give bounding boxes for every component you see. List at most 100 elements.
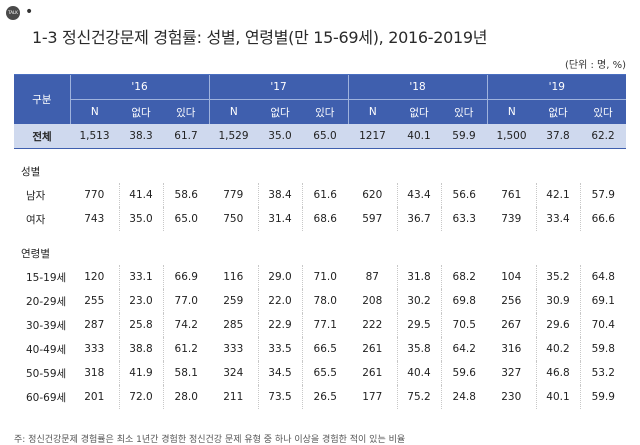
table-cell: 40.4: [396, 361, 441, 385]
table-cell: 41.4: [118, 183, 163, 207]
table-cell: 255: [84, 295, 105, 307]
table-cell: 597: [362, 213, 383, 225]
table-cell: 33.1: [118, 265, 163, 289]
row-label: 50-59세: [26, 367, 67, 380]
table-cell: [70, 241, 119, 265]
table-row: 전체 1,513 38.3 61.7 1,529 35.0 65.0 1217 40.1 59.9…: [14, 124, 627, 149]
table-row: 15-19세 120 33.1 66.9 116 29.0 71.0 87 31.8 68.2 10…: [14, 265, 627, 289]
table-cell: 77.0: [162, 289, 209, 313]
table-cell: 38.3: [119, 124, 163, 149]
table-cell: 29.5: [396, 313, 441, 337]
table-cell: 68.2: [440, 265, 487, 289]
table-cell: 287: [84, 319, 105, 331]
subheader-row: N 없다 있다 N 없다 있다 N 없다 있다 N 없다 있다: [14, 99, 627, 124]
table-cell: 31.4: [257, 207, 302, 231]
table-cell: 739: [501, 213, 522, 225]
table-cell: 120: [84, 271, 105, 283]
spacer-cell: [14, 149, 626, 160]
table-cell: 71.0: [301, 265, 348, 289]
table-cell: 35.2: [535, 265, 580, 289]
table-cell: 66.5: [301, 337, 348, 361]
table-cell: 770: [84, 189, 105, 201]
table-cell: [441, 241, 487, 265]
table-cell: 29.6: [535, 313, 580, 337]
table-cell: 333: [84, 343, 105, 355]
table-cell: [397, 159, 441, 183]
table-cell: 316: [501, 343, 522, 355]
page-title: 1-3 정신건강문제 경험률: 성별, 연령별(만 15-69세), 2016-…: [32, 28, 488, 47]
row-label: 전체: [14, 124, 70, 149]
table-cell: 285: [223, 319, 244, 331]
table-cell: 211: [223, 391, 244, 403]
table-cell: 743: [84, 213, 105, 225]
table-row: 50-59세 318 41.9 58.1 324 34.5 65.5 261 40.4 59.6 3…: [14, 361, 627, 385]
table-cell: 256: [501, 295, 522, 307]
header-corner: 구분: [14, 75, 70, 124]
table-row: 20-29세 255 23.0 77.0 259 22.0 78.0 208 30.2 69.8 2…: [14, 289, 627, 313]
column-header: 있다: [302, 99, 348, 124]
table-cell: 61.6: [301, 183, 348, 207]
table-cell: 62.2: [580, 124, 627, 149]
table-cell: 59.6: [440, 361, 487, 385]
table-cell: 68.6: [301, 207, 348, 231]
column-header: 없다: [258, 99, 302, 124]
bullet-icon: •: [25, 4, 34, 20]
table-cell: 201: [84, 391, 105, 403]
table-cell: 72.0: [118, 385, 163, 409]
column-header: N: [347, 99, 397, 124]
table-cell: 78.0: [301, 289, 348, 313]
table-cell: 59.8: [579, 337, 627, 361]
table-cell: 87: [365, 271, 379, 283]
table-cell: 33.5: [257, 337, 302, 361]
table-cell: [580, 241, 626, 265]
table-cell: 222: [362, 319, 383, 331]
year-header: '19: [486, 75, 627, 100]
table-cell: 58.6: [162, 183, 209, 207]
table-cell: 69.8: [440, 289, 487, 313]
table-cell: 77.1: [301, 313, 348, 337]
table-cell: 22.9: [257, 313, 302, 337]
row-label: 60-69세: [26, 391, 67, 404]
table-cell: 25.8: [118, 313, 163, 337]
row-label: 연령별: [21, 247, 50, 260]
table-cell: 58.1: [162, 361, 209, 385]
table-cell: 43.4: [396, 183, 441, 207]
table-cell: 318: [84, 367, 105, 379]
table-cell: 29.0: [257, 265, 302, 289]
table-cell: 69.1: [579, 289, 627, 313]
row-label: 남자: [26, 189, 46, 202]
table-cell: 42.1: [535, 183, 580, 207]
table-cell: 61.7: [163, 124, 209, 149]
table-cell: 750: [223, 213, 244, 225]
table-cell: [119, 159, 163, 183]
table-cell: 64.2: [440, 337, 487, 361]
year-header: '16: [69, 75, 209, 100]
table-cell: 65.0: [302, 124, 348, 149]
table-cell: 116: [223, 271, 244, 283]
table-cell: 73.5: [257, 385, 302, 409]
table-cell: 57.9: [579, 183, 627, 207]
table-row: 여자 743 35.0 65.0 750 31.4 68.6 597 36.7 63.3 739 33…: [14, 207, 627, 231]
table-cell: 41.9: [118, 361, 163, 385]
table-cell: 40.1: [397, 124, 441, 149]
spacer-row: [14, 231, 626, 241]
spacer-cell: [14, 231, 626, 241]
table-cell: [163, 159, 209, 183]
table-cell: 37.8: [536, 124, 580, 149]
year-header-row: 구분 '16 '17 '18 '19: [14, 75, 627, 124]
table-cell: [348, 159, 397, 183]
table-cell: 1,529: [209, 124, 258, 149]
table-cell: 104: [501, 271, 522, 283]
table-cell: 75.2: [396, 385, 441, 409]
column-header: 없다: [119, 99, 163, 124]
column-header: 없다: [536, 99, 580, 124]
table-cell: 38.8: [118, 337, 163, 361]
table-cell: [302, 159, 348, 183]
table-cell: 70.5: [440, 313, 487, 337]
table-cell: [441, 159, 487, 183]
table-cell: 61.2: [162, 337, 209, 361]
table-cell: 66.6: [579, 207, 627, 231]
table-cell: 28.0: [162, 385, 209, 409]
table-cell: 324: [223, 367, 244, 379]
table-cell: 327: [501, 367, 522, 379]
